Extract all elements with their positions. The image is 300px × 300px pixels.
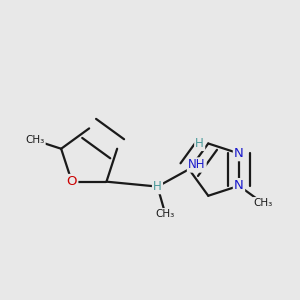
- Text: NH: NH: [188, 158, 206, 172]
- Text: CH₃: CH₃: [156, 209, 175, 219]
- Text: H: H: [195, 137, 204, 150]
- Text: N: N: [234, 147, 244, 160]
- Text: CH₃: CH₃: [253, 198, 272, 208]
- Text: CH₃: CH₃: [26, 135, 45, 145]
- Text: O: O: [67, 175, 77, 188]
- Text: H: H: [153, 180, 162, 193]
- Text: N: N: [234, 179, 244, 192]
